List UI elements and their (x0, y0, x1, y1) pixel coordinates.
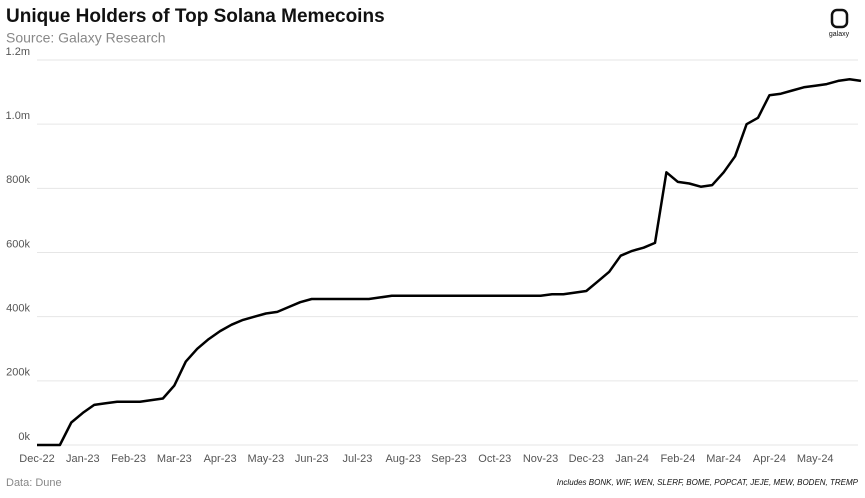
y-tick-label: 200k (6, 367, 30, 379)
x-tick-label: Apr-23 (204, 453, 237, 465)
x-tick-label: Oct-23 (478, 453, 511, 465)
y-tick-label: 800k (6, 174, 30, 186)
x-tick-label: Sep-23 (431, 453, 466, 465)
logo-text: galaxy (829, 31, 850, 38)
x-tick-label: Feb-24 (660, 453, 695, 465)
y-tick-label: 600k (6, 238, 30, 250)
x-tick-label: Jun-23 (295, 453, 329, 465)
y-tick-label: 1.0m (6, 110, 30, 122)
y-tick-label: 400k (6, 303, 30, 315)
x-tick-label: Jan-24 (615, 453, 649, 465)
x-tick-label: Feb-23 (111, 453, 146, 465)
source: Data: Dune (6, 477, 62, 489)
x-tick-label: Aug-23 (385, 453, 420, 465)
y-tick-label: 1.2m (6, 46, 30, 58)
x-tick-label: Dec-22 (19, 453, 54, 465)
line (37, 78, 862, 447)
x-tick-label: Jan-23 (66, 453, 100, 465)
x-tick-label: Jul-23 (342, 453, 372, 465)
note: Includes BONK, WIF, WEN, SLERF, BOME, PO… (557, 478, 859, 487)
x-tick-label: Nov-23 (523, 453, 558, 465)
x-tick-label: Dec-23 (569, 453, 604, 465)
x-tick-label: Mar-24 (706, 453, 741, 465)
chart-subtitle: Source: Galaxy Research (6, 30, 166, 46)
x-tick-label: May-23 (248, 453, 285, 465)
logo-icon (830, 8, 849, 29)
x-tick-label: May-24 (797, 453, 834, 465)
x-tick-label: Mar-23 (157, 453, 192, 465)
chart-title: Unique Holders of Top Solana Memecoins (6, 6, 385, 27)
y-tick-label: 0k (18, 431, 30, 443)
x-tick-label: Apr-24 (753, 453, 786, 465)
